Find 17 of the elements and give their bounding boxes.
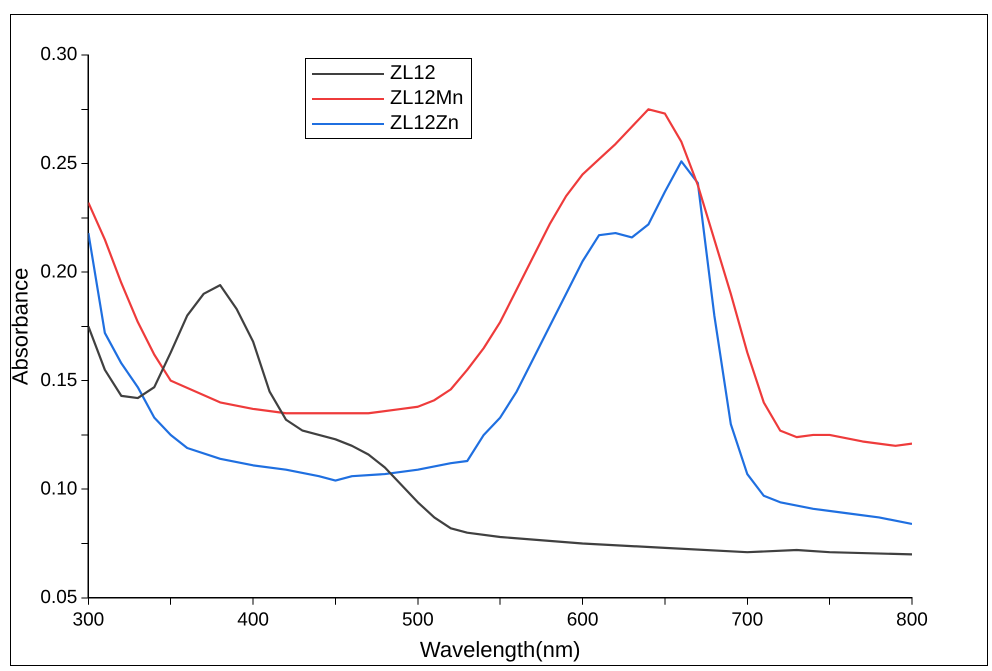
y-tick-label: 0.20 [40, 261, 78, 282]
x-tick-label: 700 [731, 609, 764, 630]
y-tick-label: 0.15 [40, 370, 78, 391]
y-tick-label: 0.30 [40, 44, 78, 66]
x-tick-label: 400 [237, 609, 269, 630]
x-axis-title: Wavelength(nm) [420, 636, 580, 662]
y-tick-label: 0.25 [40, 152, 78, 174]
y-axis-title: Absorbance [7, 268, 32, 386]
x-tick-label: 500 [402, 609, 434, 630]
legend-label: ZL12Mn [390, 86, 464, 111]
y-tick-label: 0.05 [40, 587, 78, 608]
x-tick-label: 800 [896, 609, 928, 630]
legend-label: ZL12 [390, 61, 436, 86]
x-tick-label: 300 [72, 609, 104, 630]
legend-label: ZL12Zn [390, 111, 459, 136]
x-tick-label: 600 [566, 609, 598, 630]
y-tick-label: 0.10 [40, 478, 78, 500]
